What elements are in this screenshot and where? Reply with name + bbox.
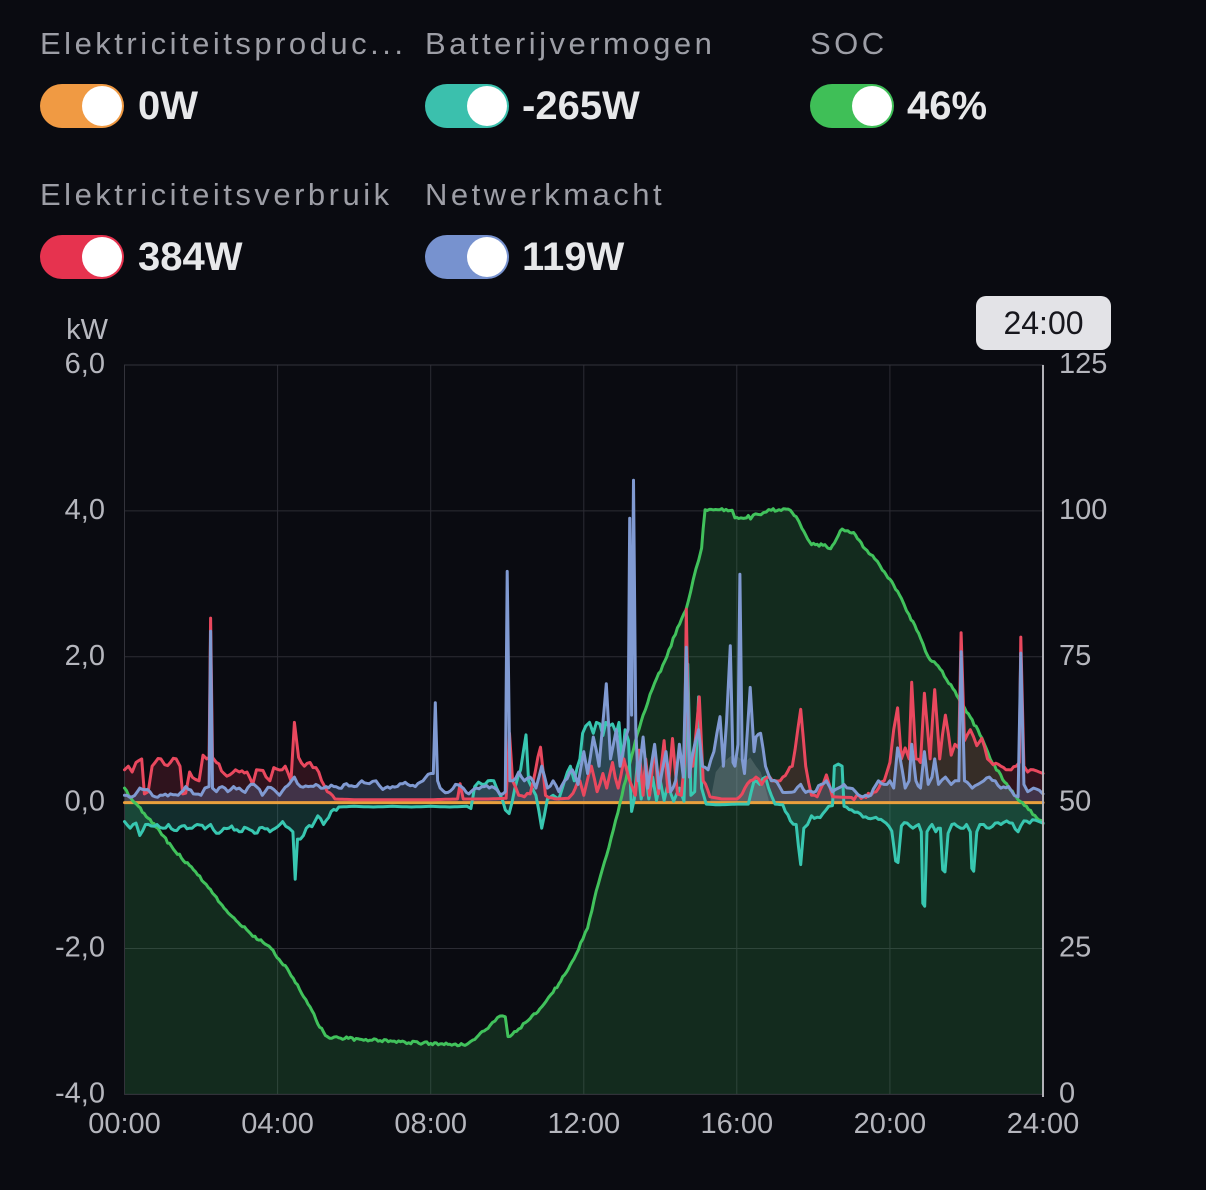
svg-text:08:00: 08:00 bbox=[394, 1108, 467, 1140]
svg-text:100: 100 bbox=[1059, 494, 1107, 526]
svg-text:75: 75 bbox=[1059, 640, 1091, 672]
svg-text:00:00: 00:00 bbox=[88, 1108, 161, 1140]
svg-text:50: 50 bbox=[1059, 786, 1091, 818]
svg-text:6,0: 6,0 bbox=[65, 348, 105, 380]
svg-text:-2,0: -2,0 bbox=[55, 932, 105, 964]
svg-text:20:00: 20:00 bbox=[854, 1108, 927, 1140]
svg-text:0,0: 0,0 bbox=[65, 786, 105, 818]
svg-text:-4,0: -4,0 bbox=[55, 1077, 105, 1109]
svg-text:125: 125 bbox=[1059, 348, 1107, 380]
svg-text:12:00: 12:00 bbox=[548, 1108, 621, 1140]
svg-text:4,0: 4,0 bbox=[65, 494, 105, 526]
svg-text:24:00: 24:00 bbox=[1007, 1108, 1080, 1140]
svg-text:16:00: 16:00 bbox=[701, 1108, 774, 1140]
svg-text:0: 0 bbox=[1059, 1077, 1075, 1109]
svg-text:04:00: 04:00 bbox=[241, 1108, 314, 1140]
svg-text:25: 25 bbox=[1059, 932, 1091, 964]
svg-text:2,0: 2,0 bbox=[65, 640, 105, 672]
